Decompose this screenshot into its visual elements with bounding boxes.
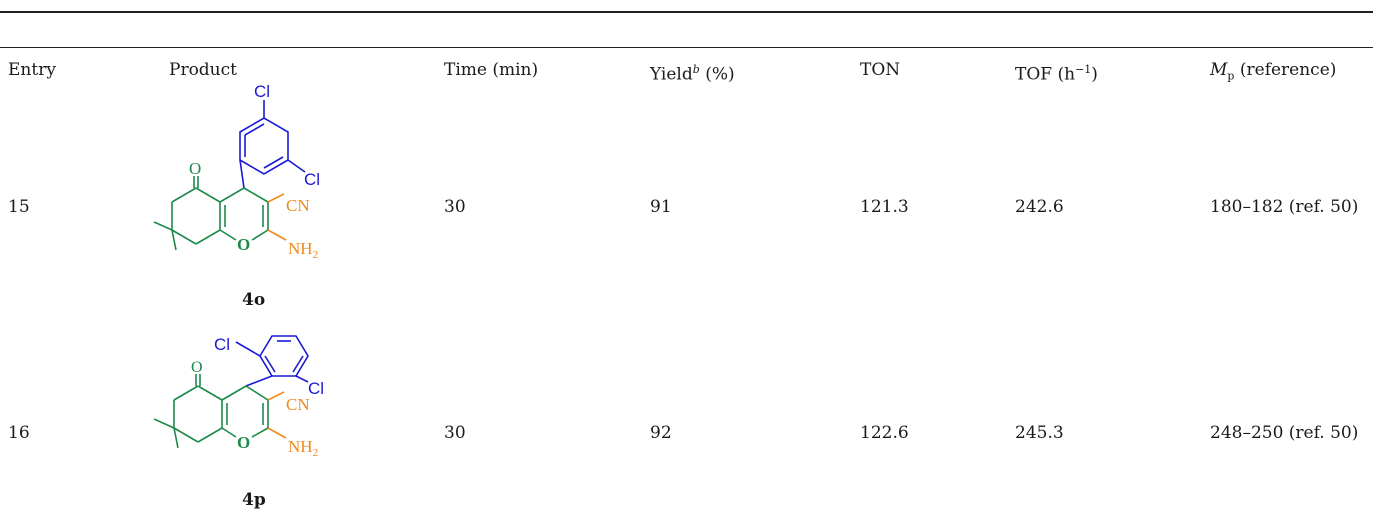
row-15-time: 30 [444, 197, 466, 217]
chloro-label-para: Cl [254, 82, 270, 101]
row-15-tof: 242.6 [1015, 197, 1064, 217]
compound-label-4o: 4o [242, 290, 266, 310]
header-yield: Yieldb (%) [650, 63, 735, 85]
ring-oxygen-label: O [237, 433, 250, 452]
row-15-entry: 15 [8, 197, 30, 217]
header-entry: Entry [8, 60, 56, 80]
row-15-yield: 91 [650, 197, 672, 217]
row-16-ton: 122.6 [860, 423, 909, 443]
table-header-rule [0, 47, 1373, 48]
header-ton: TON [860, 60, 901, 80]
table-top-rule [0, 11, 1373, 13]
row-15-ton: 121.3 [860, 197, 909, 217]
chloro-label-right: Cl [308, 379, 324, 398]
carbonyl-oxygen-label: O [191, 359, 203, 376]
row-15-mp: 180–182 (ref. 50) [1210, 197, 1359, 217]
row-16-tof: 245.3 [1015, 423, 1064, 443]
structure-4p: Cl Cl O O CN NH2 [153, 335, 324, 459]
compound-label-4p: 4p [242, 490, 266, 510]
ring-oxygen-label: O [237, 235, 250, 254]
header-product: Product [169, 60, 237, 80]
header-tof: TOF (h−1) [1015, 63, 1098, 85]
amino-label: NH2 [288, 437, 318, 459]
row-16-entry: 16 [8, 423, 30, 443]
structure-4o: Cl Cl O O CN NH2 [153, 82, 320, 261]
chloro-label-ortho: Cl [304, 170, 320, 189]
row-16-mp: 248–250 (ref. 50) [1210, 423, 1359, 443]
header-time: Time (min) [444, 60, 539, 80]
row-16-time: 30 [444, 423, 466, 443]
header-mp: Mp (reference) [1210, 60, 1337, 83]
nitrile-label: CN [286, 395, 310, 414]
amino-label: NH2 [288, 239, 318, 261]
nitrile-label: CN [286, 196, 310, 215]
row-16-yield: 92 [650, 423, 672, 443]
carbonyl-oxygen-label: O [189, 159, 201, 178]
chloro-label-left: Cl [214, 335, 230, 354]
